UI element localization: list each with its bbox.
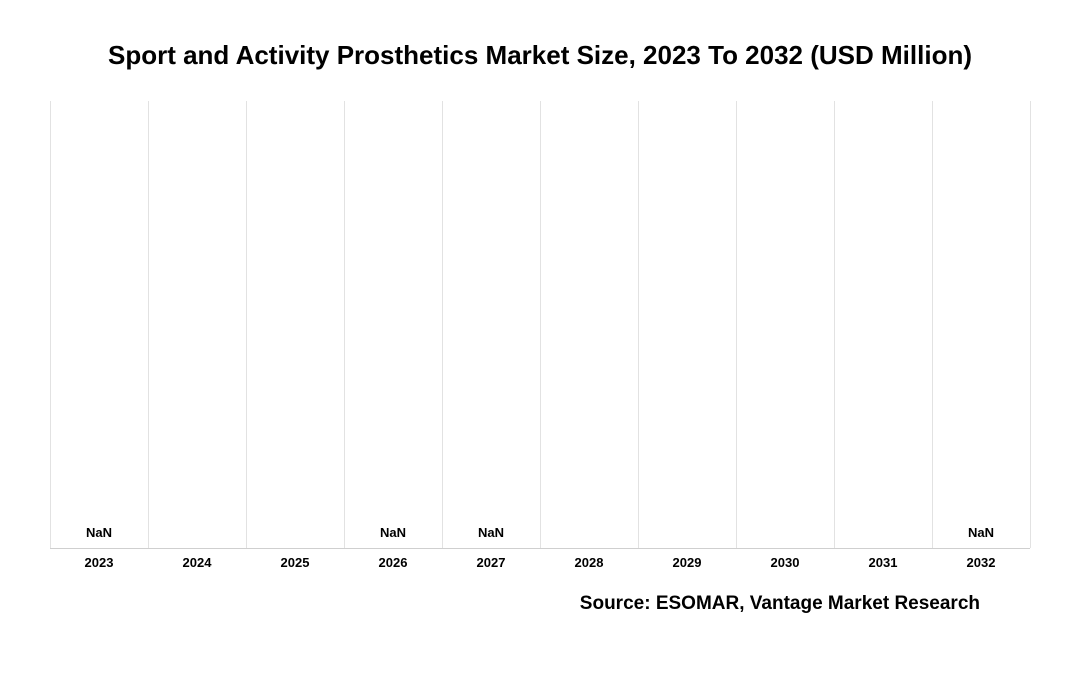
- x-axis-label: 2032: [967, 555, 996, 570]
- chart-column: NaN: [50, 101, 148, 548]
- bar-value-label: NaN: [86, 525, 112, 540]
- chart-column: NaN: [442, 101, 540, 548]
- x-axis-label: 2031: [869, 555, 898, 570]
- x-axis-label: 2029: [673, 555, 702, 570]
- chart-column: NaN: [932, 101, 1030, 548]
- chart-column: [246, 101, 344, 548]
- x-axis-label: 2025: [281, 555, 310, 570]
- gridline: [1030, 101, 1031, 548]
- x-axis-label: 2030: [771, 555, 800, 570]
- x-axis-label: 2028: [575, 555, 604, 570]
- chart-column: [638, 101, 736, 548]
- chart-container: Sport and Activity Prosthetics Market Si…: [0, 0, 1080, 700]
- x-axis-label: 2024: [183, 555, 212, 570]
- chart-column: [834, 101, 932, 548]
- source-credit: Source: ESOMAR, Vantage Market Research: [50, 593, 1030, 615]
- chart-column: [540, 101, 638, 548]
- x-axis-label: 2023: [85, 555, 114, 570]
- x-axis-label: 2026: [379, 555, 408, 570]
- x-axis-label: 2027: [477, 555, 506, 570]
- bar-value-label: NaN: [478, 525, 504, 540]
- chart-column: [736, 101, 834, 548]
- chart-column: NaN: [344, 101, 442, 548]
- bar-value-label: NaN: [380, 525, 406, 540]
- chart-title: Sport and Activity Prosthetics Market Si…: [50, 40, 1030, 71]
- plot-area: NaN NaN NaN NaN: [50, 101, 1030, 549]
- bar-value-label: NaN: [968, 525, 994, 540]
- chart-column: [148, 101, 246, 548]
- plot-wrap: NaN NaN NaN NaN 2023 2024 2025 2026 2027 2028 202…: [50, 101, 1030, 569]
